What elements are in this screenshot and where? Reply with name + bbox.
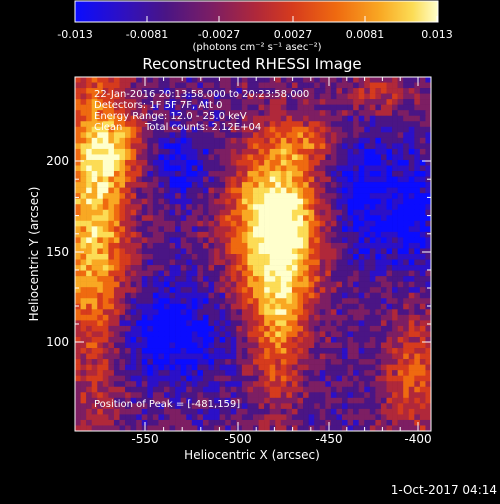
y-axis-label: Heliocentric Y (arcsec) (27, 187, 41, 322)
info-method: Clean (94, 122, 122, 133)
info-energy-range: Energy Range: 12.0 - 25.0 keV (94, 111, 247, 122)
info-total-counts: Total counts: 2.12E+04 (144, 122, 261, 133)
colorbar-ticks (74, 16, 438, 22)
x-tick-label-3: -450 (315, 432, 342, 446)
colorbar-tick-6: 0.013 (421, 28, 453, 41)
y-tick-label-3: 200 (46, 154, 69, 168)
info-time-range: 22-Jan-2016 20:13:58.000 to 20:23:58.000 (94, 89, 309, 100)
rhessi-image-map (75, 77, 431, 431)
colorbar-tick-3: -0.0027 (198, 28, 240, 41)
x-tick-label-4: -400 (404, 432, 431, 446)
colorbar-units: (photons cm⁻² s⁻¹ asec⁻²) (192, 42, 321, 53)
colorbar-tick-4: 0.0027 (274, 28, 313, 41)
colorbar-tick-5: 0.0081 (346, 28, 385, 41)
y-tick-label-1: 100 (46, 335, 69, 349)
colorbar-tick-1: -0.013 (57, 28, 92, 41)
x-tick-label-2: -500 (224, 432, 251, 446)
x-axis-label: Heliocentric X (arcsec) (184, 448, 320, 462)
colorbar: -0.013 -0.0081 -0.0027 0.0027 0.0081 0.0… (57, 0, 453, 53)
info-detectors: Detectors: 1F 5F 7F, Att 0 (94, 100, 222, 111)
axis-ticks (75, 77, 431, 431)
timestamp: 1-Oct-2017 04:14 (391, 483, 497, 497)
x-tick-label-1: -550 (131, 432, 158, 446)
plot-title: Reconstructed RHESSI Image (142, 55, 361, 73)
colorbar-gradient (74, 0, 439, 23)
peak-position: Position of Peak = [-481,159] (94, 399, 240, 410)
plot-frame (74, 76, 432, 432)
colorbar-tick-2: -0.0081 (126, 28, 168, 41)
y-tick-label-2: 150 (46, 245, 69, 259)
info-text-block: 22-Jan-2016 20:13:58.000 to 20:23:58.000… (94, 89, 309, 133)
